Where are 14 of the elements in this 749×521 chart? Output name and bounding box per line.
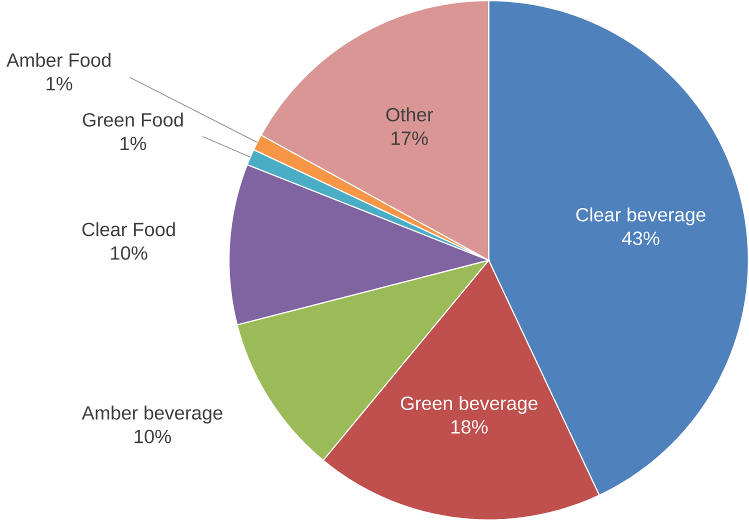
slice-label: Green beverage (400, 396, 538, 414)
slice-label: Amber beverage (82, 406, 222, 424)
slice-label: Other (386, 108, 433, 122)
slice-label: Amber Food (6, 53, 110, 68)
data-label: 1% (120, 136, 146, 150)
data-label: 10% (111, 246, 148, 260)
slice-label: Clear beverage (576, 208, 706, 226)
slice-label: Green Food (82, 112, 183, 127)
data-label: 17% (392, 132, 428, 146)
data-label: 1% (46, 77, 72, 91)
slice-label: Clear Food (82, 222, 175, 236)
data-label: 10% (134, 430, 171, 444)
data-label: 18% (451, 420, 488, 434)
data-label: 43% (622, 232, 660, 246)
